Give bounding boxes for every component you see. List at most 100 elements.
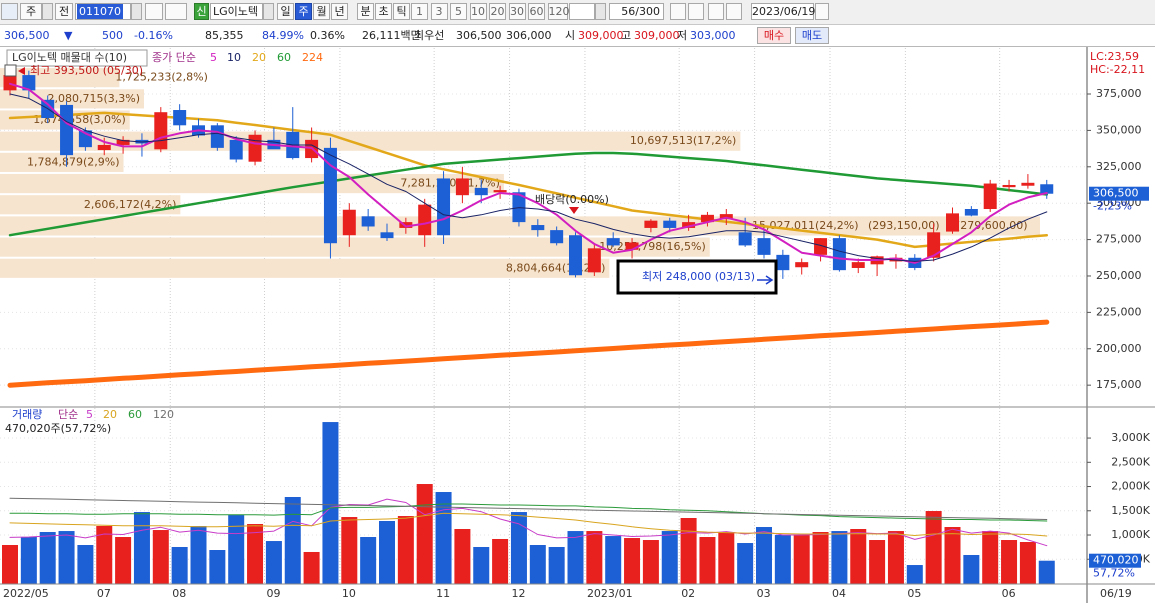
candle-body <box>154 112 168 150</box>
period-button[interactable]: 년 <box>331 3 348 20</box>
volume-bar <box>228 515 245 584</box>
tool-icon[interactable] <box>688 3 704 20</box>
combo-arrow[interactable] <box>595 3 606 20</box>
x-tick-label: 02 <box>681 587 695 600</box>
volume-bar <box>303 551 320 584</box>
dividend-label: 배당락(0.00%) <box>535 193 609 206</box>
candle-body <box>474 187 488 196</box>
chart-menu-icon[interactable] <box>1 3 18 20</box>
y-tick-label: 275,000 <box>1096 233 1142 246</box>
interval-input[interactable] <box>569 3 595 20</box>
volume-bar <box>1038 560 1055 584</box>
candle-body <box>1021 182 1035 186</box>
lc-label: LC:23,59 <box>1090 50 1139 63</box>
search-button[interactable] <box>145 3 163 20</box>
volume-bar <box>982 531 999 584</box>
volume-bar <box>510 512 527 584</box>
quote-turnover-rate: 0.36% <box>310 29 345 42</box>
candle-body <box>644 220 658 228</box>
y-tick-label: 250,000 <box>1096 269 1142 282</box>
tool-icon[interactable] <box>670 3 686 20</box>
last-volume-box <box>1089 553 1141 568</box>
volume-profile-label: 10,697,513(17,2%) <box>630 134 737 147</box>
hc-label: HC:-22,11 <box>1090 63 1145 76</box>
candle-body <box>550 230 564 244</box>
volume-bar <box>284 497 301 584</box>
high-arrow <box>18 67 25 75</box>
interval-button[interactable]: 5 <box>450 3 467 20</box>
code-text[interactable]: 011070 <box>77 4 123 19</box>
date-input[interactable]: 2023/06/19 <box>751 3 816 20</box>
interval-button[interactable]: 60 <box>528 3 545 20</box>
period-button[interactable]: 주 <box>295 3 312 20</box>
x-tick-label: 04 <box>832 587 846 600</box>
candle-body <box>361 216 375 227</box>
period-type-combo[interactable]: 주 <box>20 3 42 20</box>
period-button[interactable]: 분 <box>357 3 374 20</box>
period-button[interactable]: 초 <box>375 3 392 20</box>
interval-button[interactable]: 10 <box>469 3 487 20</box>
quote-price: 306,500 <box>4 29 50 42</box>
volume-bar <box>39 532 56 584</box>
volume-bar <box>605 536 622 584</box>
candle-body <box>248 134 262 162</box>
volume-profile-label: 1,725,233(2,8%) <box>115 71 208 84</box>
combo-arrow[interactable] <box>42 3 53 20</box>
y-tick-label: 375,000 <box>1096 87 1142 100</box>
alert-button[interactable] <box>165 3 187 20</box>
combo-arrow[interactable] <box>131 3 142 20</box>
ma-label: 종가 단순 <box>152 51 196 64</box>
volume-profile-band <box>0 258 610 278</box>
period-button[interactable]: 틱 <box>393 3 410 20</box>
candle-body <box>946 213 959 232</box>
candle-body <box>1040 184 1054 194</box>
volume-bar <box>492 538 509 584</box>
sell-button[interactable]: 매도 <box>795 27 829 44</box>
volume-bar <box>1001 540 1018 584</box>
badge[interactable]: 신 <box>194 3 209 20</box>
volume-bar <box>397 516 414 584</box>
prev-button[interactable]: 전 <box>55 3 73 20</box>
volume-profile-label: 2,080,715(3,3%) <box>47 92 140 105</box>
volume-profile-label: 7,281,160(11,7%) <box>400 177 500 190</box>
count-input[interactable]: 56/300 <box>609 3 664 20</box>
volume-bar <box>548 546 565 584</box>
volume-bar <box>152 530 169 584</box>
high-label: 최고 393,500 (05/30) <box>30 64 143 77</box>
price-label: (293,150,00) <box>868 219 940 232</box>
quote-best-label: 최우선 <box>414 29 445 42</box>
volume-bar <box>756 527 772 584</box>
combo-arrow[interactable] <box>263 3 274 20</box>
calendar-button[interactable] <box>815 3 829 20</box>
interval-button[interactable]: 20 <box>489 3 506 20</box>
interval-button[interactable]: 30 <box>508 3 526 20</box>
candle-body <box>719 214 733 220</box>
x-tick-label: 06 <box>1002 587 1016 600</box>
last-volume-rate: 57,72% <box>1093 567 1135 580</box>
volume-bar <box>96 526 113 584</box>
volume-bar <box>793 535 810 584</box>
quote-volume-rate: 84.99% <box>262 29 304 42</box>
interval-button[interactable]: 120 <box>547 3 570 20</box>
volume-profile-label: 2,606,172(4,2%) <box>84 198 177 211</box>
tool-icon[interactable] <box>726 3 742 20</box>
interval-button[interactable]: 1 <box>411 3 428 20</box>
volume-profile-band <box>0 173 504 194</box>
candle-body <box>587 248 601 273</box>
volume-bar <box>887 531 904 584</box>
volume-bar <box>831 531 848 584</box>
quote-open-label: 시 <box>565 29 576 42</box>
volume-bar <box>171 546 188 584</box>
stock-name[interactable]: LG이노텍 <box>210 3 263 20</box>
legend-entry: 10 <box>227 51 241 64</box>
buy-button[interactable]: 매수 <box>757 27 791 44</box>
volume-bar <box>586 531 603 584</box>
y-tick-label: 2,500K <box>1111 455 1150 468</box>
interval-button[interactable]: 3 <box>430 3 448 20</box>
tool-icon[interactable] <box>708 3 724 20</box>
period-button[interactable]: 일 <box>277 3 294 20</box>
period-button[interactable]: 월 <box>313 3 330 20</box>
volume-bar <box>115 537 132 584</box>
